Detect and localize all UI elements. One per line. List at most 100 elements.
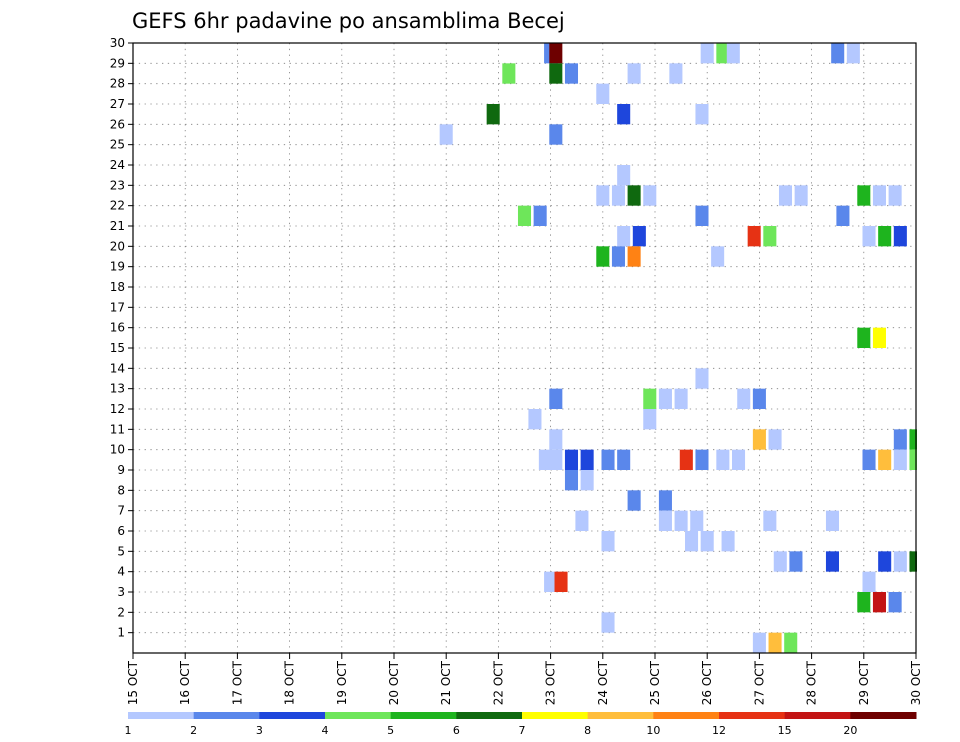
heat-cell: [533, 205, 547, 226]
heat-cell: [763, 226, 777, 247]
heat-cell: [784, 632, 798, 653]
heat-cell: [549, 124, 563, 145]
y-tick-label: 10: [110, 443, 125, 457]
heat-cell: [878, 449, 892, 470]
y-tick-label: 7: [117, 504, 125, 518]
heat-cell: [695, 104, 709, 125]
heat-cell: [794, 185, 808, 206]
x-tick-label: 27 OCT: [752, 660, 766, 705]
heat-cell: [872, 327, 886, 348]
heat-cell: [778, 185, 793, 206]
heat-cell: [716, 43, 730, 64]
heat-cell: [836, 205, 850, 226]
heat-cell: [909, 429, 917, 450]
heat-cell: [893, 449, 907, 470]
heat-cell: [752, 388, 766, 409]
heat-cell: [611, 185, 625, 206]
x-tick-label: 15 OCT: [126, 660, 140, 705]
heat-cell: [643, 388, 657, 409]
heat-cell: [872, 592, 886, 613]
heat-cell: [695, 449, 709, 470]
heat-cell: [768, 632, 782, 653]
heat-cell: [888, 185, 902, 206]
heat-cell: [528, 409, 542, 430]
heat-cell: [878, 226, 892, 247]
y-tick-label: 19: [110, 260, 125, 274]
heat-cell: [658, 388, 672, 409]
y-tick-label: 13: [110, 382, 125, 396]
heat-cell: [596, 83, 610, 104]
y-tick-label: 9: [117, 463, 125, 477]
legend-swatch: [784, 712, 851, 719]
y-tick-label: 28: [110, 77, 125, 91]
heat-cell: [893, 551, 907, 572]
heat-cell: [862, 226, 876, 247]
legend-swatch: [653, 712, 720, 719]
heat-cell: [643, 409, 657, 430]
heat-cell: [632, 226, 646, 247]
y-tick-label: 6: [117, 524, 125, 538]
legend-swatch: [587, 712, 654, 719]
heat-cell: [611, 246, 625, 267]
legend-label: 5: [387, 724, 394, 737]
heat-cell: [857, 592, 871, 613]
heat-cell: [658, 490, 672, 511]
legend-label: 7: [519, 724, 526, 737]
color-legend: 1 2 3 4 5 6 7 8 10 12 15 20: [125, 712, 917, 737]
heat-cell: [685, 531, 699, 552]
heat-cell: [617, 449, 631, 470]
y-tick-label: 26: [110, 117, 125, 131]
x-tick-label: 26 OCT: [700, 660, 714, 705]
heat-cell: [700, 531, 714, 552]
x-tick-label: 19 OCT: [335, 660, 349, 705]
heat-cell: [486, 104, 500, 125]
y-tick-label: 29: [110, 56, 125, 70]
heat-cell: [643, 185, 657, 206]
heat-cell: [549, 63, 563, 84]
legend-swatch: [193, 712, 260, 719]
legend-label: 3: [256, 724, 263, 737]
heat-cell: [752, 429, 766, 450]
legend-label: 15: [778, 724, 792, 737]
legend-label: 8: [584, 724, 591, 737]
y-tick-label: 12: [110, 402, 125, 416]
legend-label: 6: [453, 724, 460, 737]
legend-swatch: [128, 712, 195, 719]
y-tick-label: 18: [110, 280, 125, 294]
heat-cell: [502, 63, 516, 84]
heat-cell: [617, 104, 631, 125]
heat-cell: [690, 510, 704, 531]
y-tick-label: 27: [110, 97, 125, 111]
heat-cell: [554, 571, 568, 592]
heat-cell: [549, 388, 563, 409]
legend-swatch: [719, 712, 786, 719]
legend-label: 20: [843, 724, 857, 737]
heat-cell: [737, 388, 751, 409]
heat-cell: [575, 510, 589, 531]
x-tick-label: 22 OCT: [491, 660, 505, 705]
heat-cell: [564, 63, 579, 84]
heat-cell: [658, 510, 672, 531]
y-tick-label: 1: [117, 626, 125, 640]
legend-swatch: [390, 712, 457, 719]
heat-cell: [857, 185, 871, 206]
heat-cell: [846, 43, 860, 64]
x-axis: 15 OCT 16 OCT 17 OCT 18 OCT 19 OCT 20 OCT 21 O…: [126, 653, 923, 705]
heat-cell: [544, 571, 558, 592]
legend-swatch: [456, 712, 523, 719]
heat-cell: [893, 429, 907, 450]
heat-cell: [627, 490, 641, 511]
legend-label: 12: [712, 724, 726, 737]
legend-label: 10: [646, 724, 660, 737]
x-tick-label: 24 OCT: [596, 660, 610, 705]
y-tick-label: 8: [117, 483, 125, 497]
heat-cell: [831, 43, 845, 64]
heat-cell: [564, 449, 579, 470]
y-tick-label: 23: [110, 178, 125, 192]
heat-cell: [596, 185, 610, 206]
heat-cell: [721, 531, 735, 552]
heat-cell: [627, 63, 641, 84]
heat-cell: [439, 124, 453, 145]
heat-cell: [862, 449, 876, 470]
legend-label: 4: [322, 724, 329, 737]
